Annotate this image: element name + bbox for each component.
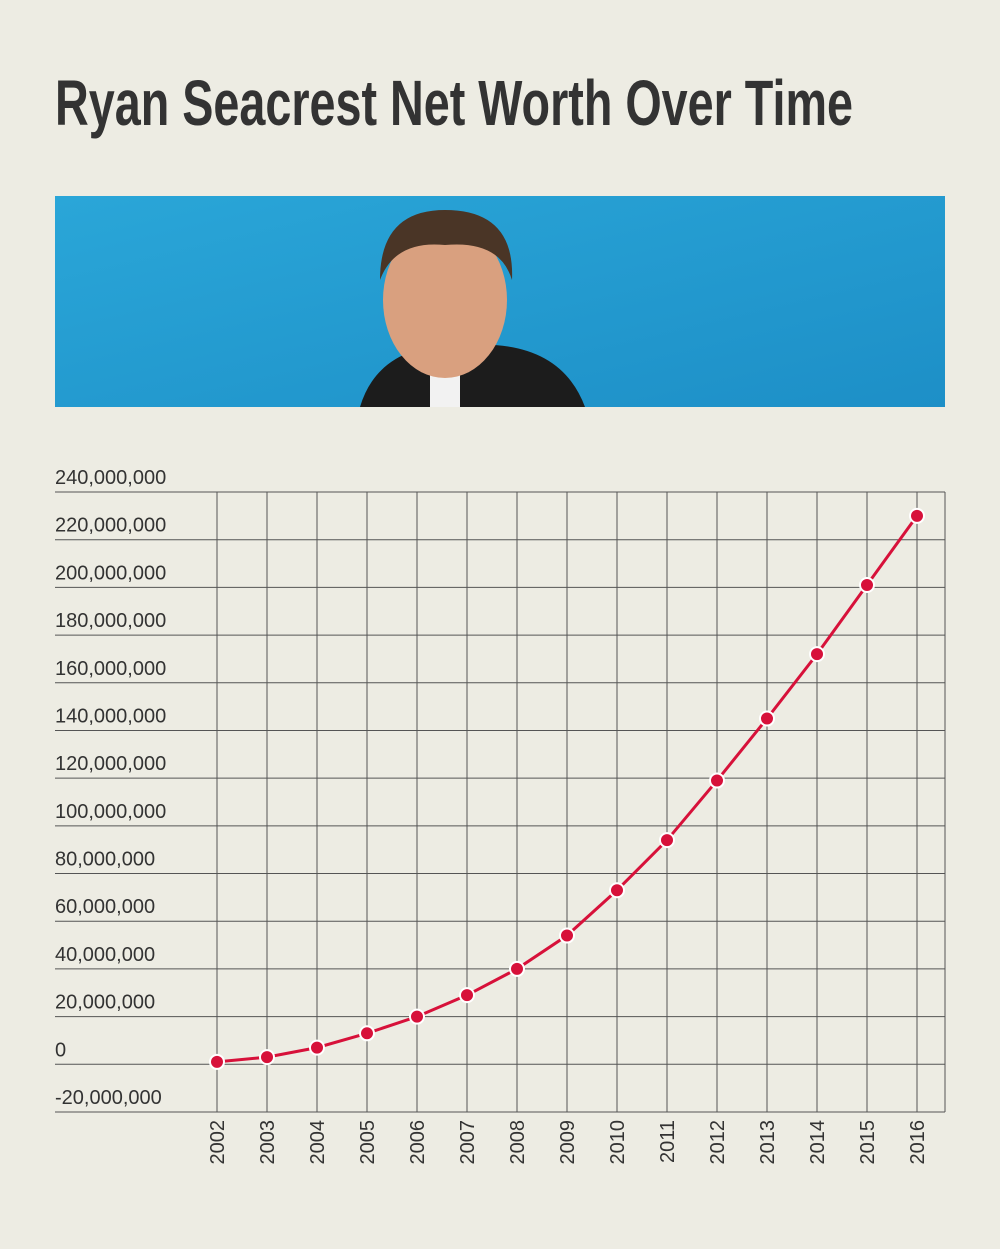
x-tick-label: 2015 bbox=[857, 1120, 879, 1165]
y-tick-label: 100,000,000 bbox=[55, 801, 166, 823]
y-tick-label: 240,000,000 bbox=[55, 467, 166, 489]
x-tick-label: 2004 bbox=[307, 1120, 329, 1165]
y-tick-label: -20,000,000 bbox=[55, 1087, 162, 1109]
point bbox=[359, 1025, 375, 1042]
x-tick-label: 2012 bbox=[707, 1120, 729, 1165]
point bbox=[809, 646, 825, 663]
x-tick-label: 2005 bbox=[357, 1120, 379, 1165]
chart-title: Ryan Seacrest Net Worth Over Time bbox=[55, 67, 853, 139]
point bbox=[709, 772, 725, 789]
y-tick-label: 200,000,000 bbox=[55, 562, 166, 584]
x-tick-label: 2003 bbox=[257, 1120, 279, 1165]
point bbox=[859, 577, 875, 593]
point bbox=[909, 507, 925, 524]
y-tick-label: 0 bbox=[55, 1039, 66, 1061]
y-tick-label: 140,000,000 bbox=[55, 705, 166, 727]
y-tick-label: 120,000,000 bbox=[55, 753, 166, 775]
y-tick-label: 160,000,000 bbox=[55, 658, 166, 680]
point bbox=[209, 1053, 225, 1070]
x-tick-label: 2013 bbox=[757, 1120, 779, 1165]
point bbox=[309, 1039, 325, 1056]
point bbox=[259, 1049, 275, 1066]
y-tick-label: 40,000,000 bbox=[55, 944, 155, 966]
banner-photo bbox=[55, 196, 945, 407]
x-tick-label: 2016 bbox=[907, 1120, 929, 1165]
point bbox=[409, 1008, 425, 1025]
plot: -20,000,000 0 20,000,000 40,000,000 60,000,0… bbox=[55, 467, 946, 1165]
x-tick-label: 2007 bbox=[457, 1120, 479, 1165]
point bbox=[759, 710, 775, 727]
x-tick-label: 2008 bbox=[507, 1120, 529, 1165]
y-tick-label: 220,000,000 bbox=[55, 515, 166, 537]
x-tick-label: 2014 bbox=[807, 1120, 829, 1165]
x-tick-label: 2010 bbox=[607, 1120, 629, 1165]
y-tick-label: 60,000,000 bbox=[55, 896, 155, 918]
point bbox=[509, 960, 525, 977]
x-tick-label: 2006 bbox=[407, 1120, 429, 1165]
y-tick-label: 180,000,000 bbox=[55, 610, 166, 632]
x-tick-label: 2002 bbox=[207, 1120, 229, 1165]
point bbox=[659, 832, 675, 849]
point bbox=[459, 987, 475, 1004]
point bbox=[559, 927, 575, 944]
x-tick-label: 2011 bbox=[657, 1120, 679, 1163]
y-tick-label: 20,000,000 bbox=[55, 992, 155, 1014]
y-tick-label: 80,000,000 bbox=[55, 849, 155, 871]
x-tick-label: 2009 bbox=[557, 1120, 579, 1165]
point bbox=[609, 882, 625, 899]
